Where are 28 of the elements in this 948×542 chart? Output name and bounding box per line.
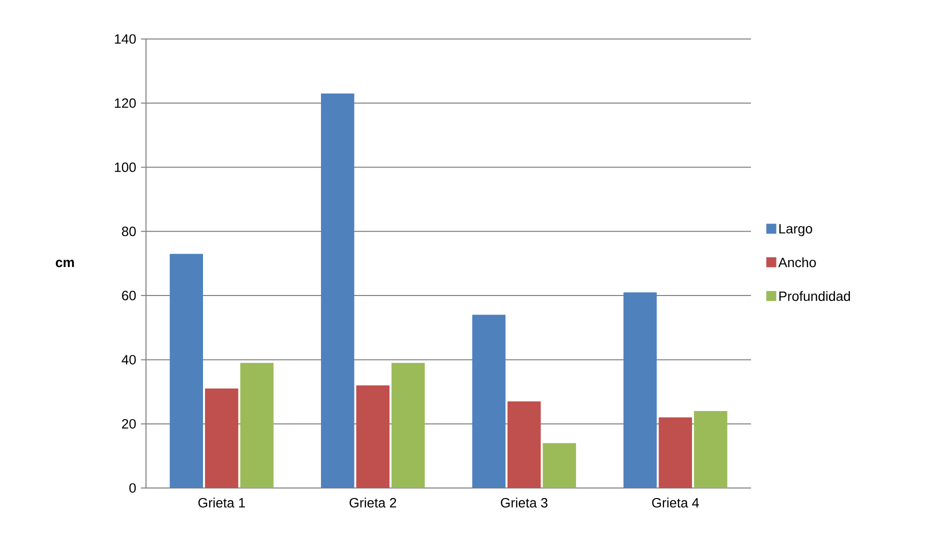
bar [472,314,506,488]
bar [356,385,390,488]
bar [392,362,425,488]
y-tick-label: 60 [122,290,136,300]
bar [170,254,204,488]
bar [658,417,692,488]
y-axis-title: cm [56,260,74,268]
x-tick-label: Grieta 3 [500,498,548,508]
y-tick-label: 0 [129,483,136,493]
y-tick-label: 140 [114,34,136,44]
x-tick-label: Grieta 4 [652,498,699,508]
bar [204,388,238,488]
bar [694,411,728,488]
bar [240,362,274,488]
bar [507,401,541,488]
legend-label: Ancho [778,257,816,268]
y-tick-label: 80 [122,226,136,236]
bar [542,443,576,488]
x-tick-label: Grieta 1 [198,498,245,508]
bar [623,292,657,488]
legend-label: Largo [779,224,812,236]
y-tick-label: 40 [122,354,136,364]
y-tick-label: 100 [114,162,136,172]
y-tick-label: 120 [114,98,136,108]
legend-label: Profundidad [779,291,850,301]
y-tick-label: 20 [122,419,136,429]
bar [320,94,354,488]
x-tick-label: Grieta 2 [350,498,396,508]
